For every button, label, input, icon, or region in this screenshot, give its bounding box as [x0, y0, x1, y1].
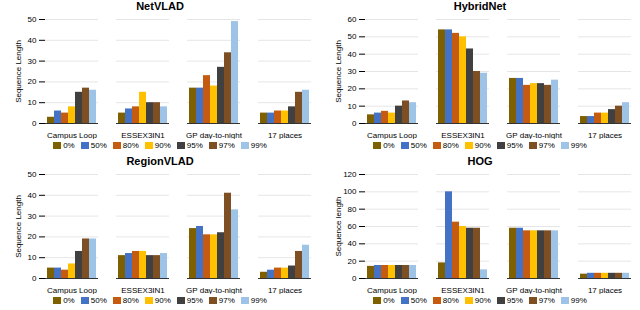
html-text:97%: 97%	[538, 295, 555, 305]
svg-text:17 places: 17 places	[268, 131, 302, 139]
html-text:99%: 99%	[250, 140, 267, 150]
svg-text:40: 40	[348, 239, 357, 248]
html-text:95%: 95%	[506, 140, 523, 150]
html-text:RegionVLAD: RegionVLAD	[126, 155, 194, 167]
html-text:50%: 50%	[90, 140, 107, 150]
html-text:99%: 99%	[570, 295, 587, 305]
html-text:90%: 90%	[474, 140, 491, 150]
html-text:90%: 90%	[154, 140, 171, 150]
svg-text:50: 50	[28, 15, 37, 24]
svg-text:20: 20	[348, 257, 357, 266]
svg-text:60: 60	[348, 222, 357, 231]
html-text:0%: 0%	[63, 295, 75, 305]
svg-text:ESSEX3IN1: ESSEX3IN1	[121, 286, 165, 294]
svg-text:30: 30	[28, 212, 37, 221]
html-text:50%: 50%	[90, 295, 107, 305]
html-text:97%: 97%	[538, 140, 555, 150]
html-text:90%: 90%	[474, 295, 491, 305]
svg-text:Campus Loop: Campus Loop	[47, 131, 97, 139]
svg-text:17 places: 17 places	[268, 286, 302, 294]
svg-text:Campus Loop: Campus Loop	[367, 131, 417, 139]
svg-text:ESSEX3IN1: ESSEX3IN1	[121, 131, 165, 139]
svg-text:10: 10	[28, 253, 37, 262]
html-text:NetVLAD: NetVLAD	[136, 0, 184, 12]
svg-text:GP day-to-night: GP day-to-night	[186, 286, 243, 294]
svg-text:Sequence Length: Sequence Length	[14, 195, 23, 258]
html-text:HybridNet: HybridNet	[453, 0, 507, 12]
html-text:97%: 97%	[218, 295, 235, 305]
html-text:0%: 0%	[383, 140, 395, 150]
svg-text:0: 0	[32, 274, 37, 283]
svg-text:40: 40	[348, 50, 357, 59]
svg-text:40: 40	[28, 191, 37, 200]
html-text:80%: 80%	[122, 140, 139, 150]
svg-text:30: 30	[28, 57, 37, 66]
svg-text:50: 50	[28, 170, 37, 179]
svg-text:120: 120	[343, 170, 357, 179]
svg-text:10: 10	[348, 102, 357, 111]
html-text:80%: 80%	[122, 295, 139, 305]
svg-text:0: 0	[32, 119, 37, 128]
html-text:50%: 50%	[410, 140, 427, 150]
svg-text:Campus Loop: Campus Loop	[47, 286, 97, 294]
html-text:99%: 99%	[250, 295, 267, 305]
svg-text:20: 20	[28, 232, 37, 241]
svg-text:0: 0	[352, 119, 357, 128]
html-text:95%: 95%	[506, 295, 523, 305]
svg-text:ESSEX3IN1: ESSEX3IN1	[441, 286, 485, 294]
html-text:80%: 80%	[442, 140, 459, 150]
html-text:50%: 50%	[410, 295, 427, 305]
svg-text:Sequence Length: Sequence Length	[14, 40, 23, 103]
svg-text:100: 100	[343, 187, 357, 196]
svg-text:GP day-to-night: GP day-to-night	[506, 131, 563, 139]
html-text:95%: 95%	[186, 140, 203, 150]
html-text:99%: 99%	[570, 140, 587, 150]
svg-text:20: 20	[348, 84, 357, 93]
html-text:90%: 90%	[154, 295, 171, 305]
svg-text:17 places: 17 places	[588, 131, 622, 139]
html-text:0%: 0%	[383, 295, 395, 305]
svg-text:Sequence length: Sequence length	[334, 196, 343, 256]
svg-text:20: 20	[28, 77, 37, 86]
svg-text:50: 50	[348, 32, 357, 41]
svg-text:GP day-to-night: GP day-to-night	[186, 131, 243, 139]
svg-text:40: 40	[28, 36, 37, 45]
svg-text:Campus Loop: Campus Loop	[367, 286, 417, 294]
svg-text:10: 10	[28, 98, 37, 107]
svg-text:17 places: 17 places	[588, 286, 622, 294]
html-text:97%: 97%	[218, 140, 235, 150]
svg-text:80: 80	[348, 205, 357, 214]
svg-text:30: 30	[348, 67, 357, 76]
svg-text:0: 0	[352, 274, 357, 283]
html-text:0%: 0%	[63, 140, 75, 150]
html-text:95%: 95%	[186, 295, 203, 305]
svg-text:ESSEX3IN1: ESSEX3IN1	[441, 131, 485, 139]
html-text:80%: 80%	[442, 295, 459, 305]
svg-text:GP day-to-night: GP day-to-night	[506, 286, 563, 294]
svg-text:60: 60	[348, 15, 357, 24]
html-text:HOG: HOG	[467, 155, 493, 167]
svg-text:Sequence Length: Sequence Length	[334, 40, 343, 103]
